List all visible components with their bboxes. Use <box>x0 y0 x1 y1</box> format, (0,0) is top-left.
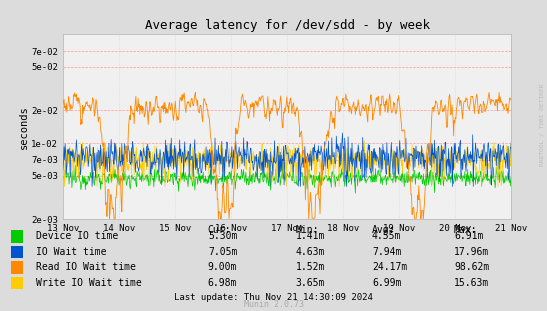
Text: Device IO time: Device IO time <box>36 231 118 241</box>
Text: 7.05m: 7.05m <box>208 247 237 257</box>
Text: 6.91m: 6.91m <box>454 231 484 241</box>
Text: RRDTOOL / TOBI OETIKER: RRDTOOL / TOBI OETIKER <box>539 83 544 166</box>
Text: Avg:: Avg: <box>372 225 395 235</box>
Text: Cur:: Cur: <box>208 225 231 235</box>
Text: 3.65m: 3.65m <box>295 278 325 288</box>
Text: 1.41m: 1.41m <box>295 231 325 241</box>
Text: 15.63m: 15.63m <box>454 278 489 288</box>
Text: Write IO Wait time: Write IO Wait time <box>36 278 141 288</box>
Text: 24.17m: 24.17m <box>372 262 407 272</box>
Text: Last update: Thu Nov 21 14:30:09 2024: Last update: Thu Nov 21 14:30:09 2024 <box>174 293 373 302</box>
Y-axis label: seconds: seconds <box>19 105 28 149</box>
Text: 6.99m: 6.99m <box>372 278 401 288</box>
Text: 4.63m: 4.63m <box>295 247 325 257</box>
Text: Read IO Wait time: Read IO Wait time <box>36 262 136 272</box>
Text: Max:: Max: <box>454 225 478 235</box>
Text: Munin 2.0.73: Munin 2.0.73 <box>243 300 304 309</box>
Text: 17.96m: 17.96m <box>454 247 489 257</box>
Text: IO Wait time: IO Wait time <box>36 247 106 257</box>
Text: 4.55m: 4.55m <box>372 231 401 241</box>
Text: Min:: Min: <box>295 225 319 235</box>
Text: 1.52m: 1.52m <box>295 262 325 272</box>
Title: Average latency for /dev/sdd - by week: Average latency for /dev/sdd - by week <box>144 19 430 32</box>
Text: 6.98m: 6.98m <box>208 278 237 288</box>
Text: 7.94m: 7.94m <box>372 247 401 257</box>
Text: 5.30m: 5.30m <box>208 231 237 241</box>
Text: 9.00m: 9.00m <box>208 262 237 272</box>
Text: 98.62m: 98.62m <box>454 262 489 272</box>
